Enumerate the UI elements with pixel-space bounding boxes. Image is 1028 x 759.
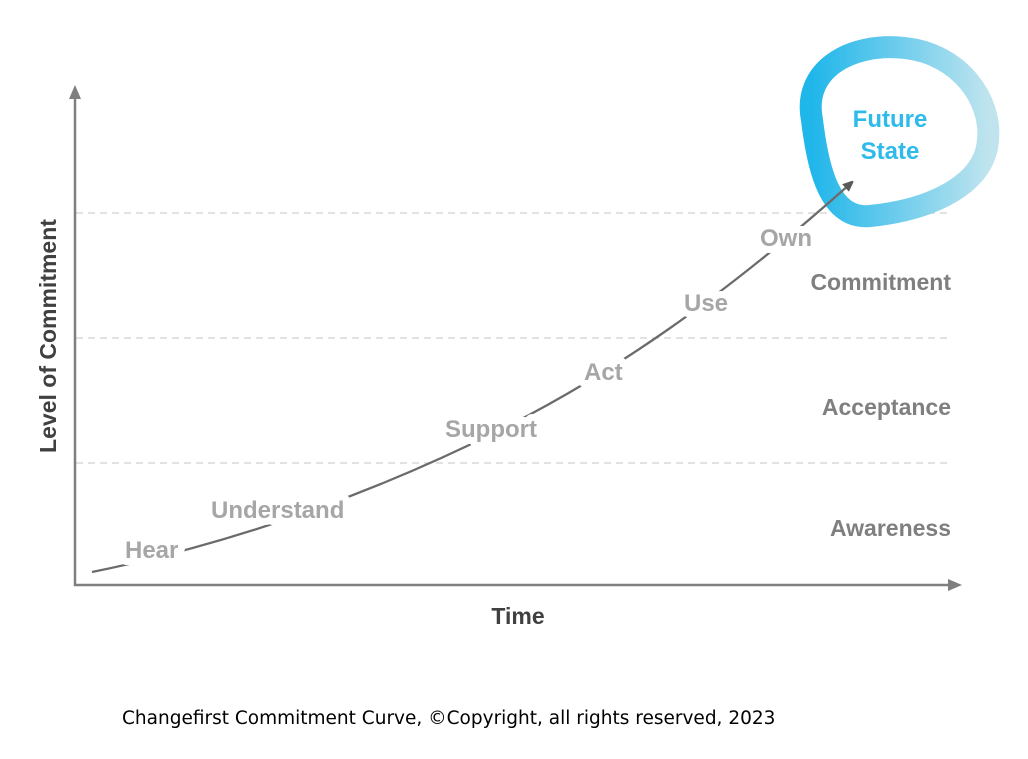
caption: Changefirst Commitment Curve, ©Copyright… (122, 708, 776, 729)
stage-own: Own (760, 225, 812, 252)
x-axis-label: Time (491, 603, 544, 629)
stage-hear: Hear (125, 537, 178, 564)
stage-use: Use (684, 290, 728, 317)
goal-ring (799, 36, 1000, 228)
stage-support: Support (445, 416, 537, 443)
stage-understand: Understand (211, 497, 344, 524)
future-state-line2: State (861, 138, 920, 165)
stage-act: Act (584, 359, 623, 386)
commitment-curve (91, 184, 850, 574)
zone-awareness: Awareness (830, 515, 951, 541)
future-state-line1: Future (853, 106, 928, 133)
zone-acceptance: Acceptance (822, 394, 951, 420)
y-axis-label: Level of Commitment (35, 219, 61, 453)
gridlines (76, 212, 950, 464)
zone-commitment: Commitment (810, 269, 951, 295)
